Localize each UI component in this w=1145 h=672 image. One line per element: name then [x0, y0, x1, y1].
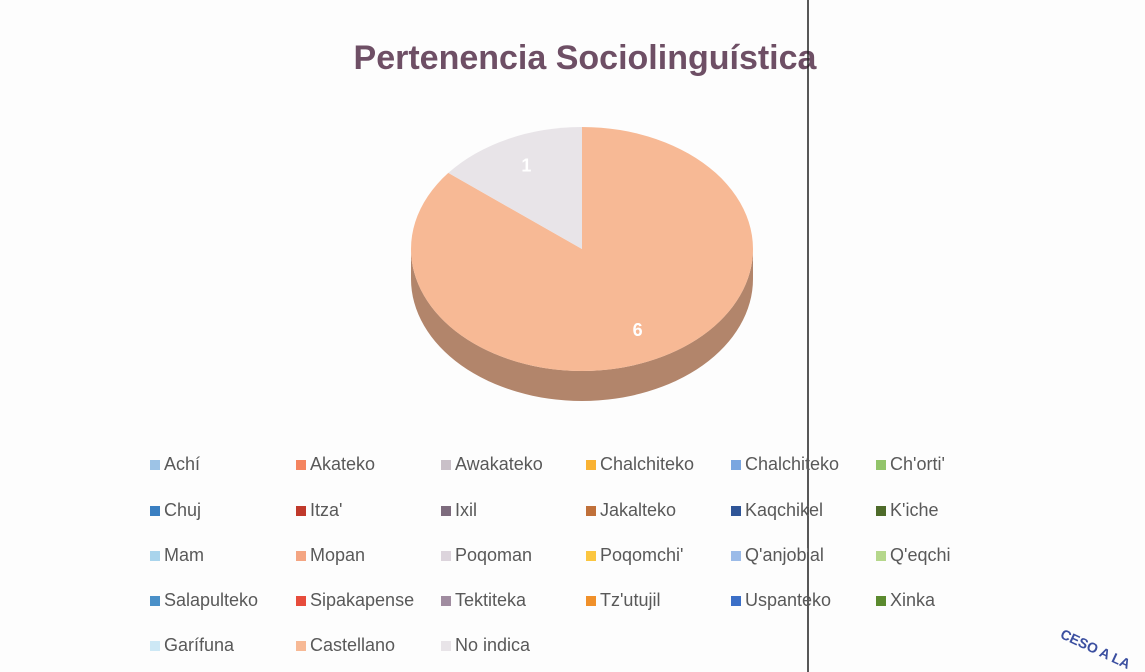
legend-label: Jakalteko — [600, 500, 676, 520]
legend-swatch — [731, 506, 741, 516]
legend-label: Ixil — [455, 500, 477, 520]
legend-label: Chalchiteko — [600, 454, 694, 474]
legend-label: Kaqchikel — [745, 500, 823, 520]
legend-swatch — [876, 460, 886, 470]
legend-label: Chuj — [164, 500, 201, 520]
legend-label: Mam — [164, 545, 204, 565]
legend-swatch — [296, 460, 306, 470]
pie-side — [411, 249, 753, 401]
legend-swatch — [150, 506, 160, 516]
legend-label: Awakateko — [455, 454, 543, 474]
legend-swatch — [150, 551, 160, 561]
legend-swatch — [296, 596, 306, 606]
legend-swatch — [731, 460, 741, 470]
data-label: 6 — [633, 320, 643, 340]
legend-label: Mopan — [310, 545, 365, 565]
data-label: 1 — [521, 155, 531, 175]
legend-swatch — [876, 506, 886, 516]
legend-label: Tz'utujil — [600, 590, 660, 610]
legend-swatch — [586, 460, 596, 470]
legend-label: Ch'orti' — [890, 454, 945, 474]
legend-swatch — [586, 551, 596, 561]
legend-swatch — [586, 596, 596, 606]
legend-label: Garífuna — [164, 635, 235, 655]
legend-label: No indica — [455, 635, 531, 655]
legend-label: Chalchiteko — [745, 454, 839, 474]
legend-swatch — [441, 641, 451, 651]
legend-swatch — [441, 551, 451, 561]
legend-swatch — [296, 641, 306, 651]
pie-slice — [411, 127, 753, 372]
legend-swatch — [150, 596, 160, 606]
legend-swatch — [731, 596, 741, 606]
legend-swatch — [441, 506, 451, 516]
legend-swatch — [731, 551, 741, 561]
legend-label: Achí — [164, 454, 200, 474]
pie-slice — [448, 127, 582, 249]
legend-label: Q'eqchi — [890, 545, 950, 565]
legend-label: Poqomchi' — [600, 545, 683, 565]
legend-swatch — [150, 641, 160, 651]
legend-swatch — [150, 460, 160, 470]
legend-label: Q'anjob'al — [745, 545, 824, 565]
legend-label: Castellano — [310, 635, 395, 655]
legend-swatch — [876, 551, 886, 561]
legend-label: Sipakapense — [310, 590, 414, 610]
legend-label: Uspanteko — [745, 590, 831, 610]
legend-swatch — [296, 506, 306, 516]
legend-swatch — [441, 596, 451, 606]
legend-label: Tektiteka — [455, 590, 527, 610]
legend-label: Poqoman — [455, 545, 532, 565]
legend-label: Itza' — [310, 500, 342, 520]
chart-title: Pertenencia Sociolinguística — [354, 39, 818, 77]
legend-swatch — [441, 460, 451, 470]
legend-label: Salapulteko — [164, 590, 258, 610]
legend-label: K'iche — [890, 500, 938, 520]
legend-label: Akateko — [310, 454, 375, 474]
legend-swatch — [876, 596, 886, 606]
legend-label: Xinka — [890, 590, 936, 610]
legend-swatch — [586, 506, 596, 516]
legend-swatch — [296, 551, 306, 561]
